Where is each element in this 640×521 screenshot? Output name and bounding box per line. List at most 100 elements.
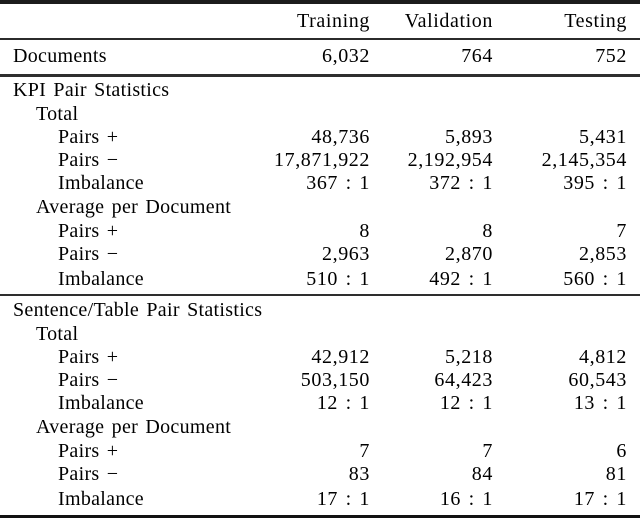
cell-testing: 13 : 1 — [573, 392, 627, 414]
cell-testing: 560 : 1 — [563, 268, 627, 290]
row-label: Pairs + — [58, 440, 119, 462]
row-kpi-avg-pairs-positive: Pairs + 8 8 7 — [0, 220, 640, 243]
cell-empty — [250, 195, 370, 220]
row-label: Imbalance — [58, 488, 144, 510]
cell-validation: 7 — [482, 440, 493, 462]
cell-training: 503,150 — [300, 369, 370, 391]
header-spacer — [0, 2, 250, 39]
cell-testing: 752 — [595, 45, 627, 68]
row-label: Imbalance — [58, 268, 144, 290]
row-kpi-total-pairs-negative: Pairs − 17,871,922 2,192,954 2,145,354 — [0, 149, 640, 172]
cell-training: 6,032 — [322, 45, 370, 68]
cell-validation: 64,423 — [434, 369, 493, 391]
column-header-testing: Testing — [564, 9, 627, 32]
cell-testing: 2,853 — [579, 243, 627, 265]
cell-training: 367 : 1 — [306, 172, 370, 194]
cell-testing: 7 — [616, 220, 627, 242]
cell-validation: 764 — [461, 45, 493, 68]
row-kpi-avg-imbalance: Imbalance 510 : 1 492 : 1 560 : 1 — [0, 266, 640, 295]
cell-validation: 2,870 — [445, 243, 493, 265]
cell-empty — [493, 103, 640, 126]
cell-empty — [493, 75, 640, 103]
row-label: Imbalance — [58, 392, 144, 414]
cell-testing: 2,145,354 — [541, 149, 627, 171]
row-kpi-average: Average per Document — [0, 195, 640, 220]
cell-testing: 6 — [616, 440, 627, 462]
row-label: Pairs − — [58, 243, 119, 265]
cell-empty — [250, 323, 370, 346]
row-kpi-total-imbalance: Imbalance 367 : 1 372 : 1 395 : 1 — [0, 172, 640, 195]
cell-empty — [370, 323, 493, 346]
cell-testing: 60,543 — [568, 369, 627, 391]
table-header-row: Training Validation Testing — [0, 2, 640, 39]
cell-validation: 5,218 — [445, 346, 493, 368]
cell-training: 48,736 — [311, 126, 370, 148]
cell-testing: 5,431 — [579, 126, 627, 148]
cell-training: 17,871,922 — [274, 149, 370, 171]
cell-validation: 16 : 1 — [439, 488, 493, 510]
row-st-avg-pairs-negative: Pairs − 83 84 81 — [0, 463, 640, 486]
cell-empty — [250, 103, 370, 126]
row-section-sentence-table: Sentence/Table Pair Statistics — [0, 295, 640, 323]
row-st-avg-pairs-positive: Pairs + 7 7 6 — [0, 440, 640, 463]
cell-validation: 8 — [482, 220, 493, 242]
cell-validation: 12 : 1 — [439, 392, 493, 414]
cell-validation: 5,893 — [445, 126, 493, 148]
row-label: Total — [36, 323, 79, 345]
cell-training: 7 — [359, 440, 370, 462]
row-st-total-imbalance: Imbalance 12 : 1 12 : 1 13 : 1 — [0, 392, 640, 415]
row-label: Pairs + — [58, 126, 119, 148]
row-label: Pairs + — [58, 220, 119, 242]
column-header-validation: Validation — [404, 9, 493, 32]
cell-validation: 2,192,954 — [407, 149, 493, 171]
cell-training: 17 : 1 — [316, 488, 370, 510]
cell-training: 42,912 — [311, 346, 370, 368]
cell-training: 8 — [359, 220, 370, 242]
row-kpi-total-pairs-positive: Pairs + 48,736 5,893 5,431 — [0, 126, 640, 149]
row-label: Pairs − — [58, 463, 119, 485]
cell-testing: 395 : 1 — [563, 172, 627, 194]
cell-empty — [250, 75, 370, 103]
cell-training: 2,963 — [322, 243, 370, 265]
cell-empty — [250, 415, 370, 440]
column-header-training: Training — [297, 9, 370, 32]
row-label: Pairs − — [58, 149, 119, 171]
cell-empty — [370, 415, 493, 440]
cell-training: 510 : 1 — [306, 268, 370, 290]
section-title: KPI Pair Statistics — [13, 79, 170, 101]
cell-empty — [370, 75, 493, 103]
row-st-avg-imbalance: Imbalance 17 : 1 16 : 1 17 : 1 — [0, 486, 640, 516]
row-section-kpi: KPI Pair Statistics — [0, 75, 640, 103]
row-documents: Documents 6,032 764 752 — [0, 39, 640, 75]
row-label: Total — [36, 103, 79, 125]
row-label: Pairs + — [58, 346, 119, 368]
cell-testing: 81 — [605, 463, 627, 485]
row-st-total-pairs-negative: Pairs − 503,150 64,423 60,543 — [0, 369, 640, 392]
cell-empty — [250, 295, 370, 323]
cell-empty — [370, 103, 493, 126]
row-st-total: Total — [0, 323, 640, 346]
cell-validation: 492 : 1 — [429, 268, 493, 290]
cell-validation: 84 — [471, 463, 493, 485]
cell-validation: 372 : 1 — [429, 172, 493, 194]
row-label: Documents — [13, 45, 107, 68]
cell-empty — [493, 415, 640, 440]
row-label: Average per Document — [36, 196, 232, 218]
cell-empty — [493, 195, 640, 220]
row-label: Average per Document — [36, 416, 232, 438]
cell-empty — [370, 295, 493, 323]
cell-empty — [370, 195, 493, 220]
cell-testing: 17 : 1 — [573, 488, 627, 510]
row-label: Imbalance — [58, 172, 144, 194]
cell-training: 12 : 1 — [316, 392, 370, 414]
cell-empty — [493, 295, 640, 323]
row-label: Pairs − — [58, 369, 119, 391]
row-kpi-total: Total — [0, 103, 640, 126]
cell-empty — [493, 323, 640, 346]
cell-testing: 4,812 — [579, 346, 627, 368]
row-st-average: Average per Document — [0, 415, 640, 440]
row-st-total-pairs-positive: Pairs + 42,912 5,218 4,812 — [0, 346, 640, 369]
cell-training: 83 — [348, 463, 370, 485]
row-kpi-avg-pairs-negative: Pairs − 2,963 2,870 2,853 — [0, 243, 640, 266]
